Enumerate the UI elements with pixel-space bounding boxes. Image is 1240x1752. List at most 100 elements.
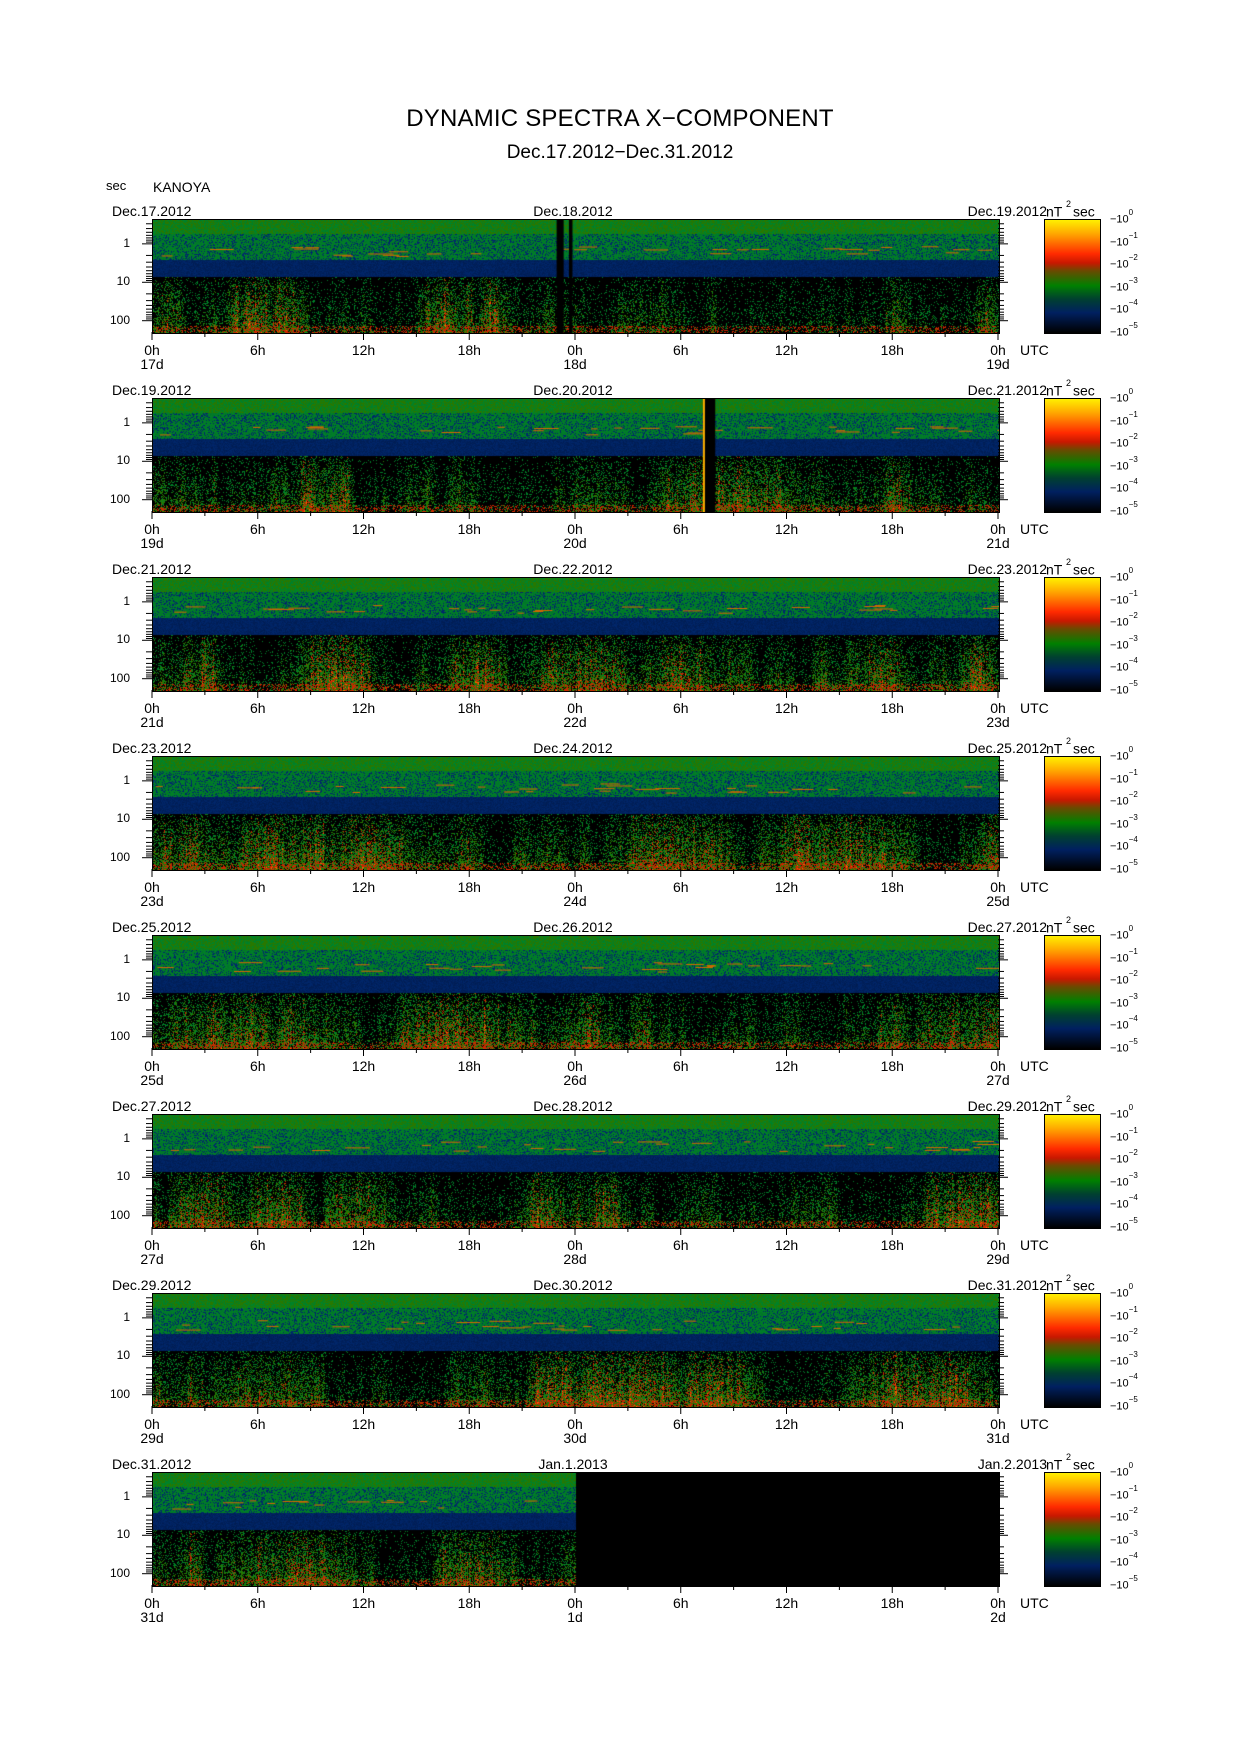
- x-tick-label: 12h: [351, 1416, 376, 1432]
- x-tick-label: 12h: [774, 1595, 799, 1611]
- x-tick-label: 18h: [457, 1416, 481, 1432]
- colorbar-tick-label: −100: [1110, 745, 1134, 763]
- panel-axes: [142, 760, 1008, 877]
- colorbar: [1044, 577, 1101, 692]
- panel-start-date: Dec.25.2012: [112, 919, 192, 935]
- spectrogram-heatmap: [152, 1114, 1000, 1229]
- panel-mid-date: Dec.28.2012: [533, 1098, 613, 1114]
- colorbar: [1044, 935, 1101, 1050]
- station-name: KANOYA: [153, 179, 211, 195]
- x-tick-label: 18h: [457, 1237, 481, 1253]
- x-tick-label: 18h: [880, 342, 904, 358]
- spectrogram-heatmap: [152, 1293, 1000, 1408]
- day-label: 29d: [986, 1251, 1010, 1267]
- panel-end-date: Dec.23.2012: [967, 561, 1047, 577]
- x-tick-label: 6h: [672, 1595, 689, 1611]
- x-tick-label: 18h: [880, 1416, 904, 1432]
- x-tick-label: 6h: [249, 1058, 266, 1074]
- colorbar-tick-label: −10−3: [1110, 275, 1138, 294]
- day-label: 25d: [140, 1072, 164, 1088]
- panel-axes: [142, 939, 1008, 1056]
- day-label: 27d: [986, 1072, 1010, 1088]
- day-label: 19d: [140, 535, 164, 551]
- colorbar-tick-label: −10−3: [1110, 1170, 1138, 1189]
- y-tick-label: 10: [116, 632, 130, 647]
- y-axis-unit: sec: [106, 178, 127, 193]
- x-tick-label: 18h: [457, 700, 481, 716]
- day-label: 26d: [563, 1072, 587, 1088]
- x-tick-label: 0h: [990, 1595, 1006, 1611]
- x-tick-label: 0h: [567, 1595, 583, 1611]
- y-tick-label: 10: [116, 1348, 130, 1363]
- x-tick-label: 0h: [990, 1237, 1006, 1253]
- y-tick-label: 100: [109, 491, 130, 506]
- colorbar-tick-label: −10−3: [1110, 1349, 1138, 1368]
- colorbar-tick-label: −10−2: [1110, 1327, 1138, 1345]
- colorbar: [1044, 1472, 1101, 1587]
- x-tick-label: 0h: [990, 1058, 1006, 1074]
- day-label: 21d: [140, 714, 164, 730]
- colorbar-tick-label: −10−5: [1110, 1395, 1138, 1413]
- colorbar-tick-label: −100: [1110, 1282, 1134, 1300]
- x-tick-label: 12h: [351, 700, 376, 716]
- x-tick-label: 0h: [990, 521, 1006, 537]
- panel-mid-date: Dec.20.2012: [533, 382, 613, 398]
- colorbar-tick-label: −10−1: [1110, 946, 1138, 965]
- colorbar-tick-label: −100: [1110, 1103, 1134, 1121]
- y-tick-label: 1: [123, 1488, 130, 1503]
- day-label: 22d: [563, 714, 587, 730]
- colorbar-tick-label: −10−1: [1110, 230, 1138, 249]
- x-tick-label: 6h: [672, 1416, 689, 1432]
- y-tick-label: 100: [109, 312, 130, 327]
- colorbar-tick-label: −10−4: [1110, 298, 1138, 317]
- colorbar-unit: nT 2 sec: [1046, 1452, 1095, 1473]
- panel-start-date: Dec.31.2012: [112, 1456, 192, 1472]
- x-tick-label: 6h: [672, 879, 689, 895]
- colorbar-tick-label: −10−4: [1110, 1551, 1138, 1570]
- panel-mid-date: Dec.30.2012: [533, 1277, 613, 1293]
- colorbar: [1044, 398, 1101, 513]
- x-tick-label: 6h: [249, 342, 266, 358]
- x-tick-label: 18h: [880, 1058, 904, 1074]
- spectrogram-heatmap: [152, 398, 1000, 513]
- colorbar-tick-label: −10−2: [1110, 790, 1138, 808]
- panel-start-date: Dec.17.2012: [112, 203, 192, 219]
- day-label: 23d: [140, 893, 164, 909]
- colorbar-tick-label: −10−5: [1110, 1574, 1138, 1592]
- colorbar-tick-label: −10−2: [1110, 1506, 1138, 1524]
- colorbar-tick-label: −10−3: [1110, 991, 1138, 1010]
- colorbar-tick-label: −10−1: [1110, 1304, 1138, 1323]
- x-tick-label: 18h: [457, 1058, 481, 1074]
- x-tick-label: 6h: [672, 700, 689, 716]
- day-label: 18d: [563, 356, 587, 372]
- x-tick-label: 6h: [249, 1416, 266, 1432]
- panel-start-date: Dec.21.2012: [112, 561, 192, 577]
- x-axis-unit: UTC: [1020, 1237, 1049, 1253]
- panel-axes: [142, 1476, 1008, 1593]
- colorbar-tick-label: −100: [1110, 1461, 1134, 1479]
- colorbar-unit: nT 2 sec: [1046, 1094, 1095, 1115]
- panel-end-date: Dec.29.2012: [967, 1098, 1047, 1114]
- x-axis-unit: UTC: [1020, 1595, 1049, 1611]
- colorbar: [1044, 1114, 1101, 1229]
- day-label: 20d: [563, 535, 587, 551]
- colorbar-tick-label: −10−2: [1110, 1148, 1138, 1166]
- colorbar-tick-label: −10−5: [1110, 679, 1138, 697]
- colorbar-unit: nT 2 sec: [1046, 199, 1095, 220]
- day-label: 19d: [986, 356, 1010, 372]
- panel-start-date: Dec.19.2012: [112, 382, 192, 398]
- colorbar-tick-label: −10−2: [1110, 432, 1138, 450]
- panel-mid-date: Jan.1.2013: [538, 1456, 608, 1472]
- x-tick-label: 0h: [567, 879, 583, 895]
- panel-axes: [142, 581, 1008, 698]
- x-tick-label: 6h: [249, 521, 266, 537]
- colorbar-tick-label: −10−1: [1110, 588, 1138, 607]
- x-tick-label: 12h: [351, 342, 376, 358]
- panel-axes: [142, 1118, 1008, 1235]
- panel-end-date: Dec.19.2012: [967, 203, 1047, 219]
- panel-mid-date: Dec.18.2012: [533, 203, 613, 219]
- panel-end-date: Dec.27.2012: [967, 919, 1047, 935]
- y-tick-label: 1: [123, 414, 130, 429]
- x-axis-unit: UTC: [1020, 521, 1049, 537]
- x-tick-label: 0h: [144, 700, 160, 716]
